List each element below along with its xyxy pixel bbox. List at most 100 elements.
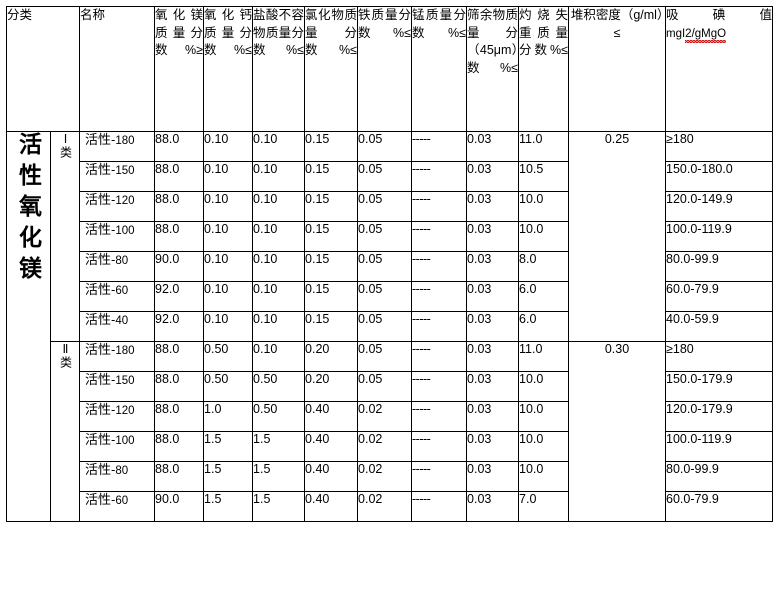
table-row: 活性氧化镁 Ⅰ类 活性-180 88.0 0.10 0.10 0.15 0.05 ----- 0.… <box>6 131 774 522</box>
class-cell-1: Ⅰ类 <box>49 131 81 342</box>
cell-sieve-residue: 0.03 <box>466 191 520 222</box>
cell-sieve-residue: 0.03 <box>466 341 520 372</box>
cell-product-name: 活性-100 <box>79 431 156 462</box>
header-cell-loss-on-ignition: 灼烧失重质量分数%≤ <box>518 6 570 132</box>
product-name-grade: 100 <box>115 435 135 447</box>
header-cell-bulk-density: 堆积密度（g/ml）≤ <box>568 6 667 132</box>
table-row: Ⅱ类 活性-180 88.0 0.50 0.10 0.20 0.05 ----- 0.03 11.… <box>7 341 774 522</box>
cell-mgo: 88.0 <box>154 161 205 192</box>
header-label-mgo: 氧化镁质量分数%≥ <box>155 8 204 57</box>
cell-loss-on-ignition: 6.0 <box>518 311 570 342</box>
product-name-prefix: 活性- <box>85 132 116 147</box>
cell-iron: 0.02 <box>357 491 413 522</box>
product-name-prefix: 活性- <box>85 492 116 507</box>
cell-cao: 0.10 <box>203 191 254 222</box>
cell-iodine-absorption: 60.0-79.9 <box>665 281 774 312</box>
cell-sieve-residue: 0.03 <box>466 161 520 192</box>
header-label-chloride: 氯化物质量分数%≤ <box>305 8 358 57</box>
product-name-prefix: 活性- <box>85 462 116 477</box>
cell-iron: 0.02 <box>357 401 413 432</box>
header-sublabel-iodine-units: mgI2/gMgO <box>666 27 727 43</box>
cell-product-name: 活性-100 <box>79 221 156 252</box>
cell-chloride: 0.15 <box>304 221 359 252</box>
product-name-prefix: 活性- <box>85 222 116 237</box>
cell-mgo: 88.0 <box>154 221 205 252</box>
cell-mgo: 88.0 <box>154 401 205 432</box>
cell-bulk-density: 0.25 <box>568 131 667 342</box>
product-name-grade: 120 <box>115 195 135 207</box>
product-name-grade: 40 <box>115 315 129 327</box>
cell-cao: 0.10 <box>203 311 254 342</box>
cell-manganese: ----- <box>411 431 468 462</box>
product-name-prefix: 活性- <box>85 192 116 207</box>
cell-manganese: ----- <box>411 461 468 492</box>
header-cell-category: 分类 <box>5 6 81 132</box>
cell-loss-on-ignition: 10.0 <box>518 191 570 222</box>
cell-product-name: 活性-60 <box>79 281 156 312</box>
group-label-product: 活性氧化镁 <box>15 132 42 287</box>
cell-manganese: ----- <box>411 371 468 402</box>
cell-hcl-insoluble: 0.10 <box>252 191 306 222</box>
product-name-prefix: 活性- <box>85 312 116 327</box>
cell-hcl-insoluble: 1.5 <box>252 431 306 462</box>
cell-mgo: 88.0 <box>154 191 205 222</box>
cell-product-name: 活性-120 <box>79 401 156 432</box>
header-cell-iodine-absorption: 吸碘值 mgI2/gMgO <box>665 6 774 132</box>
product-name-grade: 150 <box>115 165 135 177</box>
cell-cao: 0.10 <box>203 281 254 312</box>
cell-cao: 0.10 <box>203 251 254 282</box>
header-label-manganese: 锰质量分数 %≤ <box>412 8 467 40</box>
cell-mgo: 88.0 <box>154 131 205 162</box>
cell-product-name: 活性-60 <box>79 491 156 522</box>
cell-hcl-insoluble: 0.10 <box>252 131 306 162</box>
cell-iron: 0.02 <box>357 431 413 462</box>
cell-loss-on-ignition: 10.0 <box>518 401 570 432</box>
cell-loss-on-ignition: 10.0 <box>518 431 570 462</box>
cell-iodine-absorption: 60.0-79.9 <box>665 491 774 522</box>
cell-manganese: ----- <box>411 491 468 522</box>
cell-loss-on-ignition: 6.0 <box>518 281 570 312</box>
header-cell-name: 名称 <box>79 6 156 132</box>
cell-product-name: 活性-150 <box>79 371 156 402</box>
cell-cao: 1.5 <box>203 461 254 492</box>
cell-chloride: 0.15 <box>304 161 359 192</box>
cell-iodine-absorption: 80.0-99.9 <box>665 251 774 282</box>
header-label-hcl-insoluble: 盐酸不容物质量分数%≤ <box>253 8 305 57</box>
header-label-iodine-absorption: 吸碘值 <box>666 8 773 22</box>
cell-mgo: 90.0 <box>154 491 205 522</box>
cell-loss-on-ignition: 7.0 <box>518 491 570 522</box>
cell-bulk-density: 0.30 <box>568 341 667 522</box>
table-row: 活性-60 90.0 1.5 1.5 0.40 0.02 ----- 0.03 7.0 60.0-… <box>7 491 774 522</box>
class-cell-2: Ⅱ类 <box>49 341 81 522</box>
cell-product-name: 活性-80 <box>79 461 156 492</box>
cell-iron: 0.05 <box>357 371 413 402</box>
cell-mgo: 88.0 <box>154 341 205 372</box>
product-name-grade: 180 <box>115 135 135 147</box>
cell-loss-on-ignition: 8.0 <box>518 251 570 282</box>
product-name-grade: 80 <box>115 255 129 267</box>
cell-loss-on-ignition: 10.0 <box>518 461 570 492</box>
cell-sieve-residue: 0.03 <box>466 221 520 252</box>
cell-iron: 0.05 <box>357 131 413 162</box>
cell-hcl-insoluble: 0.10 <box>252 311 306 342</box>
cell-sieve-residue: 0.03 <box>466 431 520 462</box>
header-cell-hcl-insoluble: 盐酸不容物质量分数%≤ <box>252 6 306 132</box>
cell-manganese: ----- <box>411 281 468 312</box>
cell-chloride: 0.15 <box>304 131 359 162</box>
cell-product-name: 活性-80 <box>79 251 156 282</box>
cell-manganese: ----- <box>411 311 468 342</box>
product-name-prefix: 活性- <box>85 252 116 267</box>
class-label: Ⅱ类 <box>58 342 73 368</box>
table-row: 活性-150 88.0 0.10 0.10 0.15 0.05 ----- 0.03 10.5 1… <box>7 161 774 192</box>
cell-mgo: 88.0 <box>154 431 205 462</box>
cell-iodine-absorption: 150.0-180.0 <box>665 161 774 192</box>
cell-loss-on-ignition: 10.5 <box>518 161 570 192</box>
cell-hcl-insoluble: 0.10 <box>252 251 306 282</box>
cell-manganese: ----- <box>411 161 468 192</box>
cell-chloride: 0.15 <box>304 251 359 282</box>
table-body: 活性氧化镁 Ⅰ类 活性-180 88.0 0.10 0.10 0.15 0.05 ----- 0.… <box>6 131 774 522</box>
cell-iron: 0.05 <box>357 161 413 192</box>
cell-iron: 0.05 <box>357 341 413 372</box>
group-cell-product: 活性氧化镁 <box>6 131 51 522</box>
